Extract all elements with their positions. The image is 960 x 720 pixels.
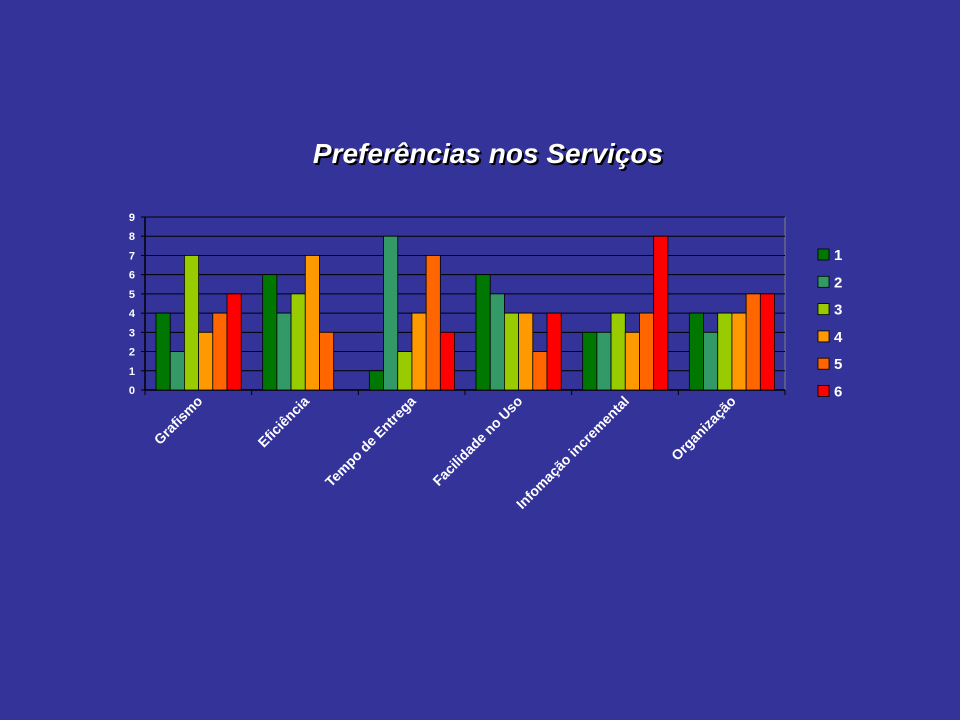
legend-label: 4	[834, 329, 843, 346]
bar	[639, 312, 655, 391]
bar	[624, 331, 640, 391]
plot-area: 0 1 2 3 4 5 6 7 8 9 Grafismo Eficiência Tempo de Ent…	[129, 212, 786, 512]
bar	[546, 312, 562, 391]
y-tick-label: 7	[129, 250, 135, 262]
bar	[425, 255, 441, 391]
bar	[717, 312, 733, 391]
bar	[304, 255, 320, 391]
bar	[226, 293, 242, 391]
y-tick-label: 5	[129, 289, 135, 301]
bar	[475, 274, 491, 391]
bar	[731, 312, 747, 391]
bar	[368, 370, 384, 391]
bar	[489, 293, 505, 391]
bar	[397, 351, 413, 391]
legend-swatch	[817, 330, 830, 343]
bar	[383, 235, 399, 391]
legend-label: 2	[834, 274, 842, 291]
bar	[582, 331, 598, 391]
bar	[262, 274, 278, 391]
bar	[503, 312, 519, 391]
bar	[759, 293, 775, 391]
bar	[319, 331, 335, 391]
y-tick-label: 6	[129, 270, 135, 282]
bar	[688, 312, 704, 391]
category-label: Grafismo	[151, 393, 206, 448]
y-tick-label: 2	[129, 347, 135, 359]
legend-label: 6	[834, 384, 842, 401]
legend-label: 3	[834, 302, 842, 319]
legend-swatch	[817, 357, 830, 370]
legend: 1 2 3 4 5 6	[817, 247, 843, 401]
bar	[183, 255, 199, 391]
bar	[290, 293, 306, 391]
bar	[169, 351, 185, 391]
bar	[610, 312, 626, 391]
category-label: Eficiência	[255, 393, 313, 451]
y-tick-label: 4	[129, 308, 136, 320]
bar	[411, 312, 427, 391]
category-label: Organização	[668, 393, 739, 464]
bar	[155, 312, 171, 391]
bar	[745, 293, 761, 391]
y-tick-label: 1	[129, 366, 135, 378]
legend-swatch	[817, 275, 830, 288]
bar	[439, 331, 455, 391]
bar	[596, 331, 612, 391]
bar	[518, 312, 534, 391]
plot-background	[144, 216, 786, 391]
bar	[198, 331, 214, 391]
bar	[653, 235, 669, 391]
bar	[276, 312, 292, 391]
category-label: Infomação incremental	[513, 393, 632, 512]
legend-swatch	[817, 303, 830, 316]
legend-label: 5	[834, 356, 842, 373]
chart-title: Preferências nos Serviços	[312, 138, 664, 169]
bar	[703, 331, 719, 391]
legend-label: 1	[834, 247, 842, 264]
bar	[532, 351, 548, 391]
y-tick-label: 8	[129, 231, 135, 243]
y-tick-label: 0	[129, 385, 135, 397]
bar	[212, 312, 228, 391]
category-label: Facilidade no Uso	[429, 393, 525, 489]
y-tick-label: 3	[129, 327, 135, 339]
legend-swatch	[817, 248, 830, 261]
legend-swatch	[817, 385, 830, 397]
y-tick-label: 9	[129, 212, 135, 224]
category-label: Tempo de Entrega	[322, 393, 419, 490]
